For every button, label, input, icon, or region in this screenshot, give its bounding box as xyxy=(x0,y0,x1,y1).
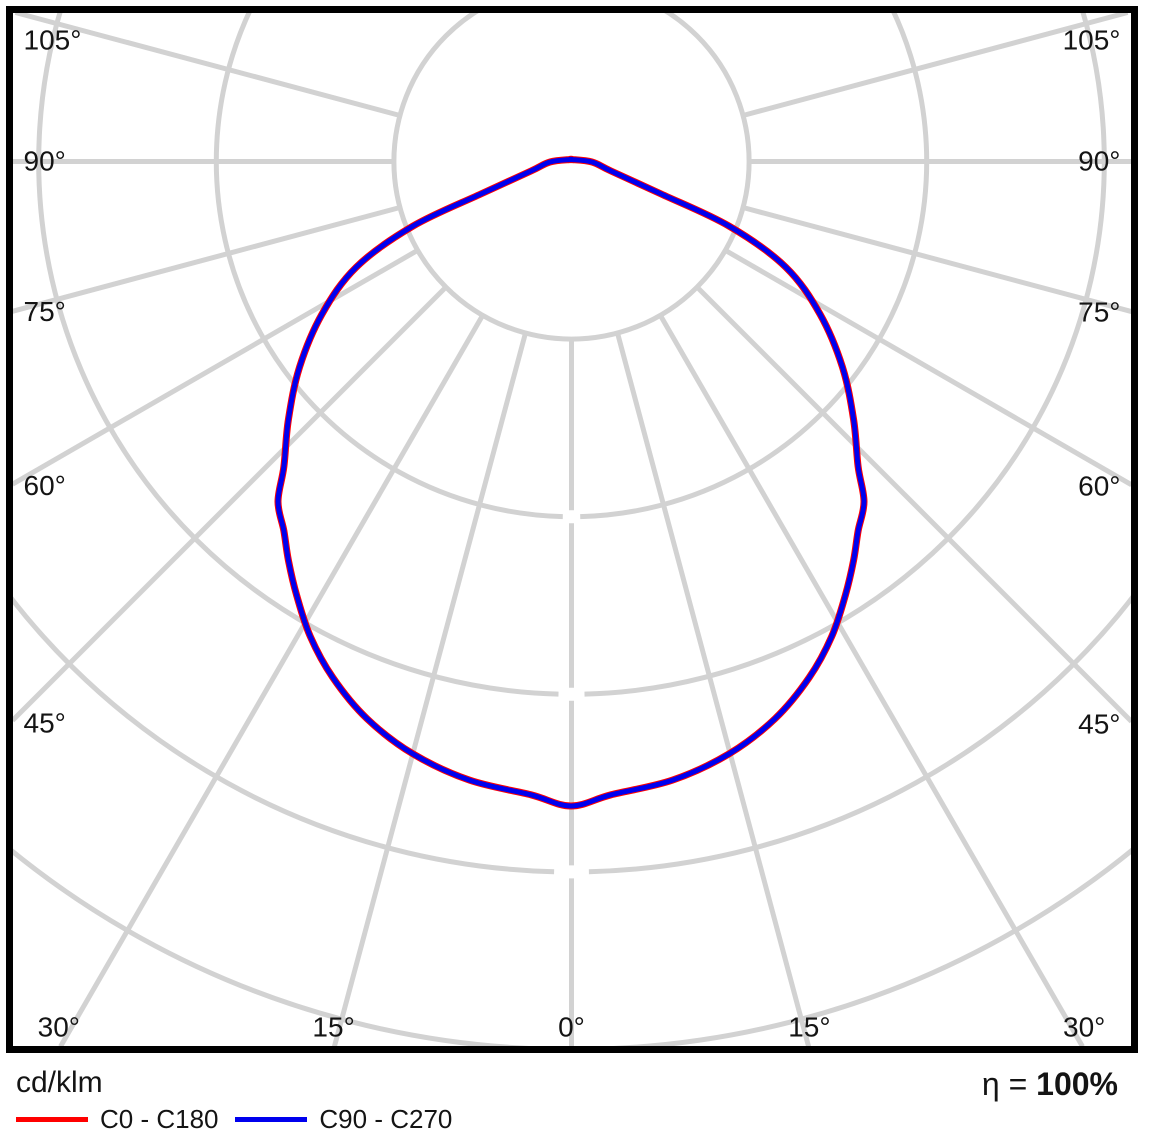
svg-text:45°: 45° xyxy=(1078,709,1120,740)
svg-text:15°: 15° xyxy=(312,1012,354,1043)
svg-text:60°: 60° xyxy=(1078,471,1120,502)
svg-text:0°: 0° xyxy=(558,1012,585,1043)
svg-text:30°: 30° xyxy=(38,1012,80,1043)
svg-text:15°: 15° xyxy=(788,1012,830,1043)
svg-text:45°: 45° xyxy=(24,708,66,739)
svg-text:90°: 90° xyxy=(1078,146,1120,177)
svg-text:75°: 75° xyxy=(1078,296,1120,327)
svg-text:105°: 105° xyxy=(1063,25,1121,56)
svg-text:75°: 75° xyxy=(24,296,66,327)
svg-text:90°: 90° xyxy=(24,146,66,177)
svg-text:60°: 60° xyxy=(24,470,66,501)
svg-text:105°: 105° xyxy=(24,25,82,56)
svg-text:30°: 30° xyxy=(1063,1012,1105,1043)
